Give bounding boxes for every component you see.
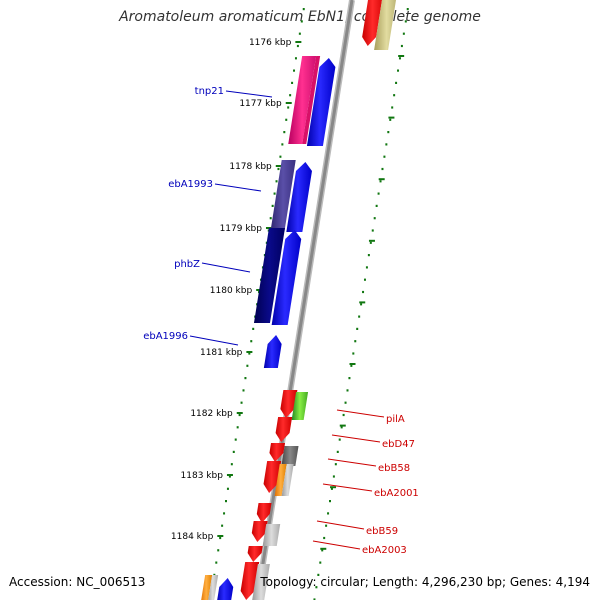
gene-label: ebD47 [382, 439, 415, 450]
tnp21-feature-edge [302, 56, 321, 144]
ruler-tick-label: 1178 kbp [229, 162, 272, 172]
gene-label: ebB59 [366, 526, 398, 537]
gene-label-leader [336, 409, 385, 418]
gene-features [201, 0, 397, 600]
tnp21-feature [288, 56, 317, 144]
gene-label: pilA [386, 414, 405, 425]
gene-label: ebA2003 [362, 545, 407, 556]
gray-feature [208, 575, 219, 600]
ruler-tick-label: 1181 kbp [200, 348, 243, 358]
gene-label: ebA1996 [143, 331, 188, 342]
ruler-tick-label: 1180 kbp [210, 286, 253, 296]
red-cds-feature [251, 521, 268, 542]
blue-cds-feature [306, 58, 336, 146]
red-cds-feature [280, 390, 298, 418]
ebB59-feature [262, 524, 281, 546]
ebB58-feature [281, 446, 299, 466]
gene-label-leader [189, 335, 239, 346]
orange-feature [201, 575, 213, 600]
olive-feature [374, 0, 397, 50]
ruler-tick-label: 1184 kbp [171, 532, 214, 542]
ebA2001-feature-edge [281, 464, 294, 496]
red-cds-feature [269, 443, 286, 462]
gene-label: phbZ [174, 259, 200, 270]
ebA1996-feature [263, 335, 282, 368]
gray-feature [252, 564, 270, 600]
blue-cds-feature [271, 230, 302, 325]
red-cds-feature [275, 417, 293, 442]
gene-label-leader [322, 483, 373, 492]
phbZ-feature [253, 228, 285, 323]
red-cds-feature [256, 503, 272, 523]
gene-label-leader [312, 540, 361, 550]
ruler-tick-label: 1183 kbp [181, 471, 224, 481]
backbone-line [255, 0, 354, 600]
gene-label-leader [201, 262, 251, 273]
gene-label: ebA2001 [374, 488, 419, 499]
gene-label-leader [327, 458, 377, 467]
gene-label-leader [331, 434, 381, 443]
blue-cds-feature [286, 162, 312, 232]
red-cds-feature [247, 546, 263, 562]
gene-label-leader [225, 90, 273, 98]
red-cds-feature [362, 0, 382, 46]
gene-labels: tnp21 ebA1993 phbZ ebA1996 pilA ebD47 ebB58 ebA… [143, 86, 419, 556]
ruler-tick-label: 1179 kbp [220, 224, 263, 234]
red-cds-feature [263, 461, 282, 493]
gene-label-leader [316, 520, 365, 530]
ruler-tick-label: 1177 kbp [239, 99, 282, 109]
blue-cds-feature [217, 578, 234, 600]
ruler-tick-label: 1182 kbp [190, 409, 233, 419]
accession-text: Accession: NC_006513 [9, 575, 146, 589]
genome-backbone [254, 0, 355, 600]
ruler-ticks: 1176 kbp 1177 kbp 1178 kbp 1179 kbp 1180 kbp… [171, 8, 409, 600]
gene-label-leader [214, 183, 262, 192]
gene-label: ebA1993 [168, 179, 213, 190]
gene-label: tnp21 [195, 86, 224, 97]
ruler-tick-label: 1176 kbp [249, 38, 292, 48]
genome-stats-text: Topology: circular; Length: 4,296,230 bp… [260, 575, 590, 589]
ebA2001-feature [274, 464, 287, 496]
pilA-feature [291, 392, 309, 420]
gene-label: ebB58 [378, 463, 410, 474]
ebA1993-feature [270, 160, 296, 232]
